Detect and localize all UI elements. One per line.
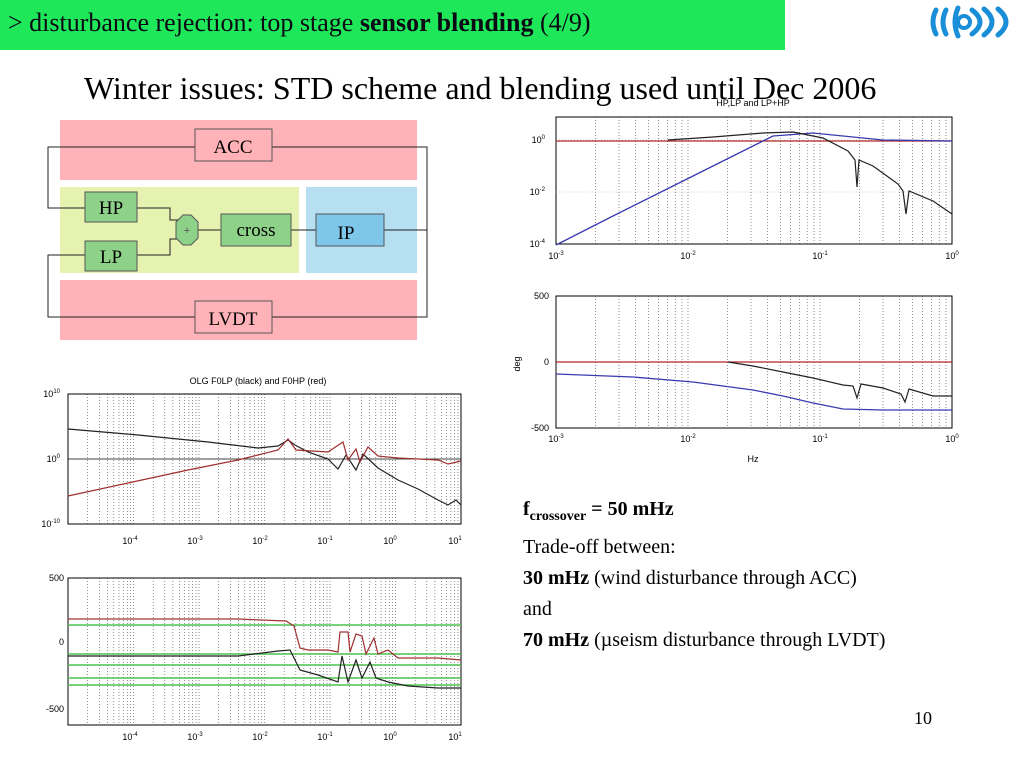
hp-block (84, 191, 138, 223)
hp-curve (555, 132, 953, 246)
y-tick: 10-2 (530, 187, 546, 197)
hp-phase-olg-curve (68, 618, 462, 661)
page-number: 10 (914, 708, 932, 728)
y-tick: 10-10 (41, 519, 60, 529)
sensor-blending-diagram: ACC LVDT HP LP + cross IP (47, 120, 428, 340)
cross-label: cross (236, 220, 275, 241)
lp-phase-olg-curve (68, 649, 461, 689)
slide-title-bold: sensor blending (359, 8, 534, 37)
slide-subtitle: Winter issues: STD scheme and blending u… (84, 70, 877, 106)
x-tick: 101 (448, 732, 462, 742)
x-tick: 10-1 (317, 536, 333, 546)
x-axis-label: Hz (748, 454, 759, 464)
y-tick: 100 (532, 135, 546, 145)
lvdt-label: LVDT (209, 309, 258, 330)
x-tick: 10-2 (680, 251, 696, 261)
lp-phase-curve (727, 361, 952, 404)
plot-frame (555, 116, 953, 245)
x-tick: 10-3 (187, 732, 203, 742)
hp-label: HP (99, 198, 123, 219)
cross-block (220, 213, 292, 247)
x-tick: 10-4 (122, 732, 138, 742)
x-tick: 100 (383, 732, 397, 742)
ip-label: IP (338, 223, 355, 244)
y-tick: 0 (59, 637, 64, 647)
lp-curve (667, 131, 953, 215)
y-tick: 1010 (43, 389, 60, 399)
lp-label: LP (100, 247, 122, 268)
x-tick: 10-1 (812, 434, 828, 444)
x-tick: 10-1 (317, 732, 333, 742)
y-tick: -500 (531, 423, 549, 433)
x-tick: 101 (448, 536, 462, 546)
plot-title: HP,LP and LP+HP (716, 98, 789, 108)
y-axis-label: deg (513, 356, 522, 371)
x-tick: 10-3 (548, 434, 564, 444)
y-tick: -500 (46, 704, 64, 714)
acc-block (194, 128, 273, 162)
item-wind: 30 mHz (wind disturbance through ACC) (523, 567, 857, 589)
olg-phase-plot: 500 0 -500 10-4 10-3 10-2 10-1 100 101 (46, 573, 462, 742)
y-tick: 100 (47, 454, 61, 464)
x-tick: 10-2 (252, 732, 268, 742)
hp-lp-phase-plot: 500 0 -500 deg 10-3 10-2 10-1 100 Hz (513, 291, 959, 464)
x-tick: 10-3 (187, 536, 203, 546)
x-tick: 10-2 (252, 536, 268, 546)
summing-junction (175, 214, 199, 246)
crossover-line: fcrossover = 50 mHz (523, 498, 674, 524)
x-tick: 10-2 (680, 434, 696, 444)
notes-text: fcrossover = 50 mHz Trade-off between: 3… (523, 494, 1013, 656)
green-reference-lines (68, 624, 461, 686)
tradeoff-line: Trade-off between: (523, 536, 676, 558)
ip-block (315, 213, 385, 247)
olg-magnitude-plot: OLG F0LP (black) and F0HP (red) 1010 100… (41, 376, 462, 546)
plot-frame (67, 577, 462, 726)
header-banner (0, 0, 785, 50)
x-tick: 10-4 (122, 536, 138, 546)
and-line: and (523, 598, 552, 620)
y-tick: 0 (544, 357, 549, 367)
plot-title: OLG F0LP (black) and F0HP (red) (190, 376, 327, 386)
hp-olg-curve (67, 438, 462, 497)
y-tick: 500 (49, 573, 64, 583)
lp-block (84, 240, 138, 272)
logo-icon (930, 5, 1009, 39)
y-tick: 500 (534, 291, 549, 301)
x-tick: 100 (945, 251, 959, 261)
slide-title: > disturbance rejection: top stage senso… (8, 8, 591, 37)
x-tick: 10-3 (548, 251, 564, 261)
y-tick: 10-4 (530, 239, 546, 249)
hp-lp-magnitude-plot: HP,LP and LP+HP 100 10-2 10-4 10-3 10-2 … (530, 98, 960, 261)
acc-label: ACC (213, 137, 252, 158)
item-useism: 70 mHz (µseism disturbance through LVDT) (523, 629, 886, 651)
sum-label: + (184, 225, 190, 237)
x-tick: 100 (945, 434, 959, 444)
hp-phase-curve (555, 373, 952, 411)
x-tick: 10-1 (812, 251, 828, 261)
lvdt-block (194, 300, 273, 334)
x-tick: 100 (383, 536, 397, 546)
